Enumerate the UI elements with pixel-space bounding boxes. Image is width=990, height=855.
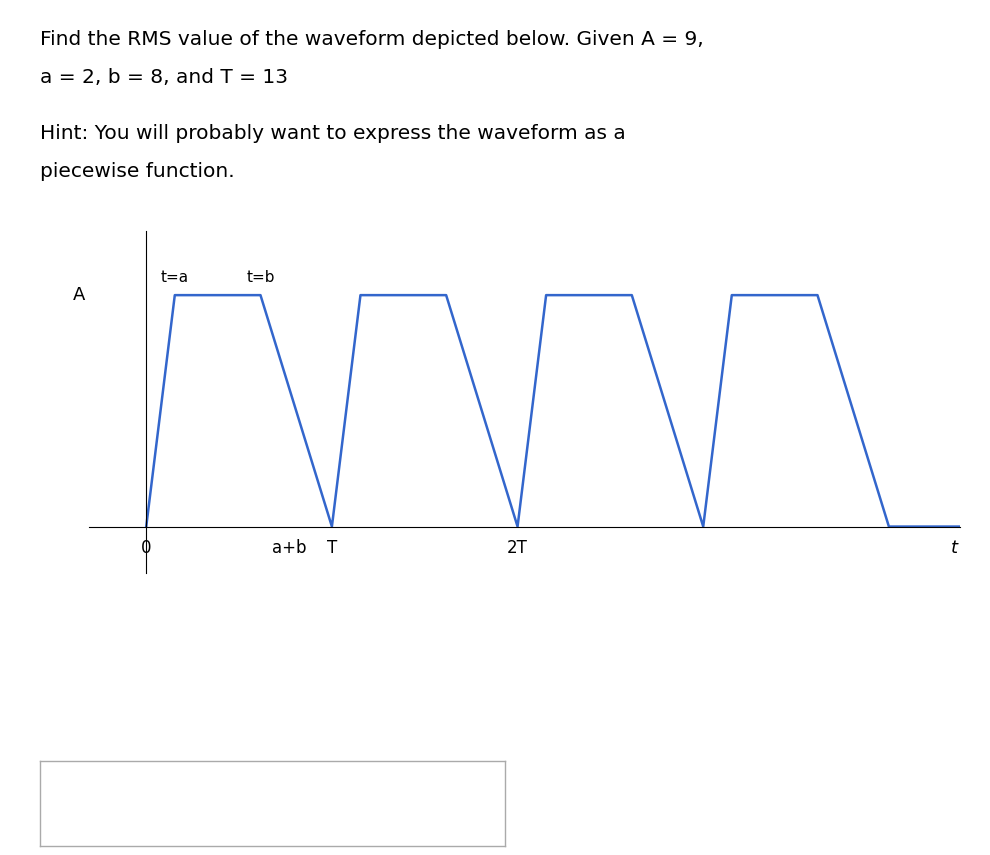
Text: 2T: 2T: [507, 540, 528, 557]
Text: t: t: [950, 540, 957, 557]
Text: A: A: [72, 286, 85, 304]
Text: t=b: t=b: [247, 270, 275, 285]
Text: Hint: You will probably want to express the waveform as a: Hint: You will probably want to express …: [40, 124, 626, 143]
Text: a+b: a+b: [272, 540, 306, 557]
Text: piecewise function.: piecewise function.: [40, 162, 235, 181]
Text: 0: 0: [141, 540, 151, 557]
Text: T: T: [327, 540, 337, 557]
Text: t=a: t=a: [160, 270, 189, 285]
Text: Find the RMS value of the waveform depicted below. Given A = 9,: Find the RMS value of the waveform depic…: [40, 30, 703, 49]
Text: a = 2, b = 8, and T = 13: a = 2, b = 8, and T = 13: [40, 68, 288, 87]
